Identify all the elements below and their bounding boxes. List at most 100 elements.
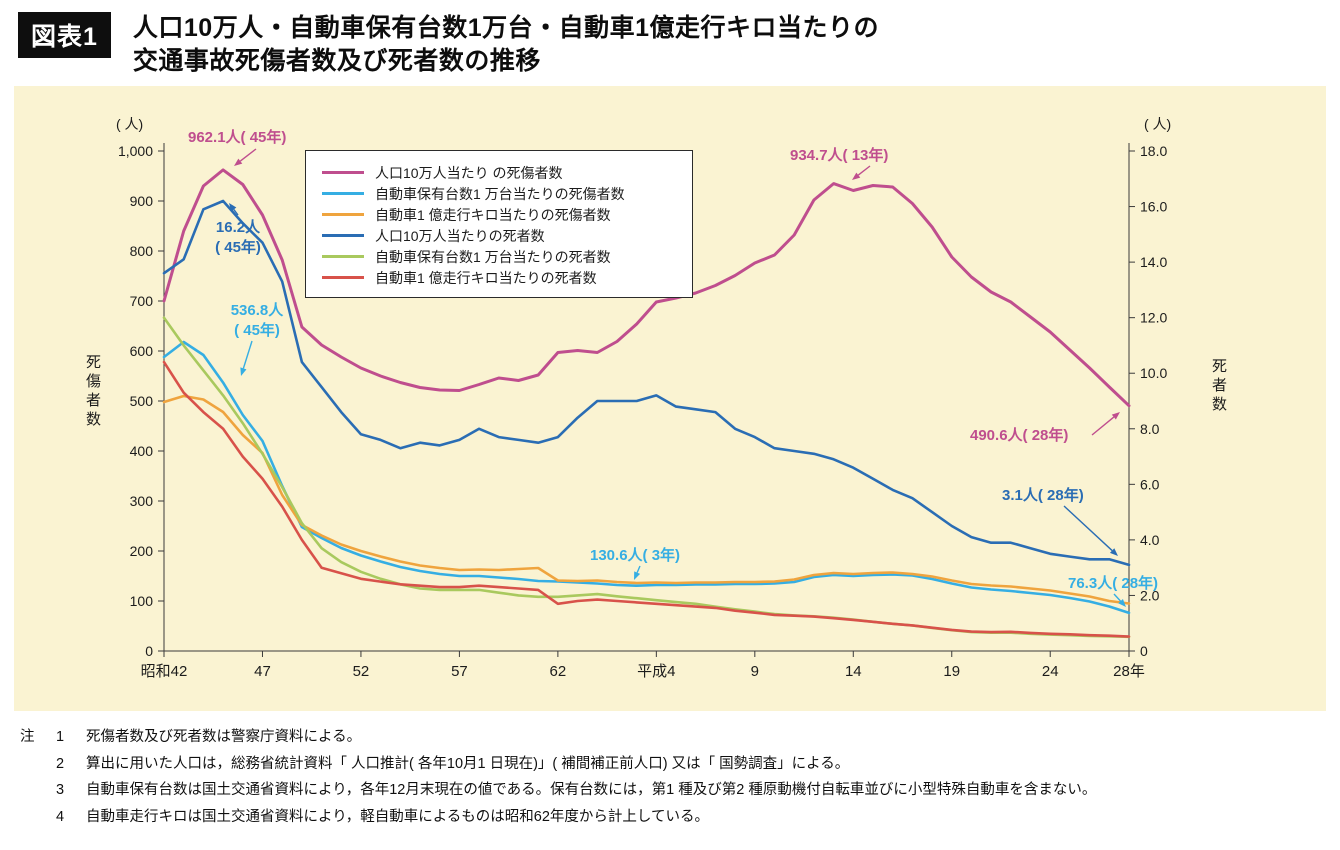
right-axis-tick-label: 16.0 [1140,199,1167,215]
left-axis-tick-label: 300 [130,493,154,509]
ann-16-2-arrow-line [233,208,239,216]
left-axis-tick-label: 500 [130,393,154,409]
legend-row: 人口10万人当たり の死傷者数 [322,162,684,183]
figure-tag: 図表1 [18,12,111,58]
legend-row: 自動車保有台数1 万台当たりの死傷者数 [322,183,684,204]
right-axis-tick-label: 8.0 [1140,421,1160,437]
right-axis-tick-label: 14.0 [1140,254,1167,270]
x-axis-tick-label: 28年 [1113,663,1145,680]
legend-row: 自動車保有台数1 万台当たりの死者数 [322,246,684,267]
figure-title-line2: 交通事故死傷者数及び死者数の推移 [132,47,541,75]
right-axis-tick-label: 10.0 [1140,365,1167,381]
right-axis-tick-label: 12.0 [1140,310,1167,326]
left-axis-tick-label: 0 [145,643,153,659]
series-line-0 [162,168,1131,408]
left-axis-tick-label: 900 [130,193,154,209]
legend-row: 自動車1 億走行キロ当たりの死者数 [322,267,684,288]
legend-swatch [322,171,364,174]
chart-panel: 0 100 200 300 400 500 600 700 800 900 1,000 0 2.0 4.0… [14,86,1326,711]
series-line-2 [162,394,1131,605]
left-axis-tick-label: 400 [130,443,154,459]
right-axis-tick-label: 6.0 [1140,476,1160,492]
right-axis-unit: ( 人) [1144,116,1172,132]
ann-76-3-arrow-head [1118,598,1126,607]
ann-962-1-arrow-head [234,158,243,166]
right-axis-tick-label: 0 [1140,643,1148,659]
left-axis-title: 死傷者数 [84,354,101,430]
legend-row: 人口10万人当たりの死者数 [322,225,684,246]
x-axis-tick-label: 9 [751,663,759,680]
x-axis-tick-label: 平成4 [637,663,675,680]
ann-76-3-arrow-line [1113,593,1122,602]
note-row: 注 1 死傷者数及び死者数は警察庁資料による。 [20,724,1326,751]
legend-label: 人口10万人当たりの死者数 [375,227,545,244]
legend-label: 自動車保有台数1 万台当たりの死者数 [375,248,611,265]
figure-title-line1: 人口10万人・自動車保有台数1万台・自動車1億走行キロ当たりの [132,14,880,42]
left-axis-tick-label: 100 [130,593,154,609]
left-axis-tick-label: 600 [130,343,154,359]
ann-3-1-label: 3.1人( 28年) [1002,486,1084,504]
legend-swatch [322,192,364,195]
ann-130-6-label: 130.6人( 3年) [590,546,680,564]
left-axis-tick-label: 700 [130,293,154,309]
ann-16-2-arrow-head [229,203,237,212]
legend-swatch [322,276,364,279]
right-axis-tick-label: 4.0 [1140,532,1160,548]
x-axis-tick-label: 52 [353,663,370,680]
ann-536-8-arrow-line [242,340,253,369]
ann-934-7-arrow-head [852,172,861,180]
legend-label: 自動車保有台数1 万台当たりの死傷者数 [375,185,625,202]
figure-title: 人口10万人・自動車保有台数1万台・自動車1億走行キロ当たりの 交通事故死傷者数… [133,12,879,78]
ann-3-1-arrow-line [1063,505,1113,552]
notes: 注 1 死傷者数及び死者数は警察庁資料による。 2 算出に用いた人口は，総務省統… [20,724,1326,830]
figure-header: 図表1 人口10万人・自動車保有台数1万台・自動車1億走行キロ当たりの 交通事故… [0,0,1340,86]
right-axis-tick-label: 2.0 [1140,587,1160,603]
x-axis-tick-label: 24 [1042,663,1059,680]
ann-76-3-label: 76.3人( 28年) [1068,574,1158,592]
ann-16-2-label: 16.2人 [216,219,261,236]
left-axis-tick-label: 1,000 [118,143,153,159]
series-line-1 [162,340,1131,615]
legend-swatch [322,255,364,258]
right-axis-title: 死者数 [1210,358,1227,415]
note-row: 4 自動車走行キロは国土交通省資料により，軽自動車によるものは昭和62年度から計… [20,804,1326,831]
ann-16-2-label: ( 45年) [215,238,261,256]
legend-label: 自動車1 億走行キロ当たりの死者数 [375,269,597,286]
ann-962-1-label: 962.1人( 45年) [188,128,286,146]
left-axis-tick-label: 200 [130,543,154,559]
ann-536-8-label: 536.8人 [231,302,285,319]
note-text: 死傷者数及び死者数は警察庁資料による。 [86,729,362,745]
x-axis-tick-label: 62 [550,663,567,680]
series-line-5 [162,360,1131,638]
ann-3-1-arrow-head [1109,548,1118,556]
note-mark: 注 [20,729,35,745]
ann-934-7-label: 934.7人( 13年) [790,146,888,164]
note-row: 3 自動車保有台数は国土交通省資料により，各年12月末現在の値である。保有台数に… [20,777,1326,804]
legend-swatch [322,213,364,216]
ann-490-6-label: 490.6人( 28年) [970,426,1068,444]
x-axis-tick-label: 19 [943,663,960,680]
ann-962-1-arrow-line [239,148,257,162]
note-number: 3 [56,782,65,798]
ann-490-6-arrow-head [1111,412,1120,420]
legend-row: 自動車1 億走行キロ当たりの死傷者数 [322,204,684,225]
ann-130-6-arrow-line [636,565,641,573]
ann-934-7-arrow-line [857,165,871,176]
note-row: 2 算出に用いた人口は，総務省統計資料「 人口推計( 各年10月1 日現在)」(… [20,751,1326,778]
series-line-3 [162,199,1131,567]
right-axis-tick-label: 18.0 [1140,143,1167,159]
legend-label: 自動車1 億走行キロ当たりの死傷者数 [375,206,611,223]
ann-536-8-arrow-head [240,367,247,376]
x-axis-tick-label: 57 [451,663,468,680]
chart-legend: 人口10万人当たり の死傷者数 自動車保有台数1 万台当たりの死傷者数 自動車1… [305,150,693,298]
ann-130-6-arrow-head [634,571,641,580]
note-number: 2 [56,755,65,772]
legend-swatch [322,234,364,237]
note-text: 算出に用いた人口は，総務省統計資料「 人口推計( 各年10月1 日現在)」( 補… [86,755,850,772]
x-axis-tick-label: 14 [845,663,862,680]
ann-536-8-label: ( 45年) [234,321,280,339]
x-axis-tick-label: 昭和42 [141,663,188,680]
note-number: 4 [56,808,65,825]
note-text: 自動車走行キロは国土交通省資料により，軽自動車によるものは昭和62年度から計上し… [86,808,709,825]
